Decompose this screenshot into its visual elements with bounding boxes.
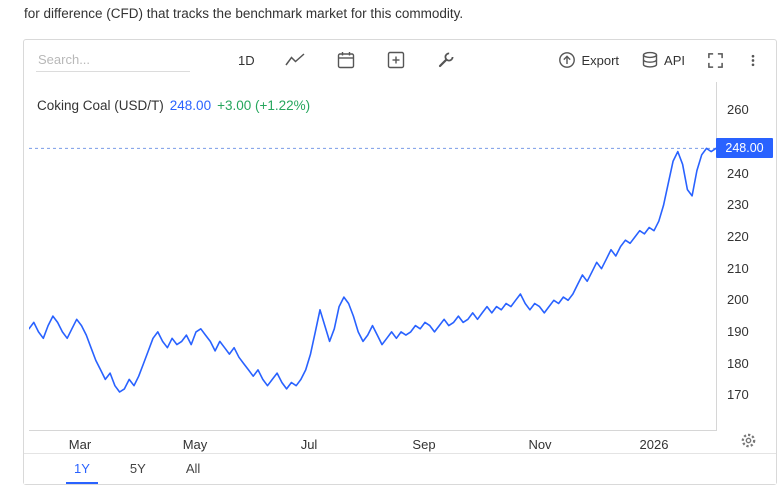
- gear-icon: [741, 433, 756, 448]
- x-axis-label: Nov: [528, 437, 552, 452]
- calendar-button[interactable]: [333, 49, 359, 71]
- interval-button[interactable]: 1D: [234, 51, 259, 70]
- more-options-button[interactable]: [742, 50, 764, 71]
- tools-button[interactable]: [433, 49, 459, 71]
- instrument-change: +3.00 (+1.22%): [217, 98, 311, 113]
- interval-label: 1D: [238, 52, 255, 68]
- add-panel-button[interactable]: [383, 49, 409, 71]
- x-axis-label: Jul: [300, 437, 318, 452]
- y-axis-label: 170: [727, 387, 749, 403]
- tab-5y[interactable]: 5Y: [129, 460, 146, 476]
- export-icon: [559, 52, 576, 68]
- line-chart-icon: [285, 53, 305, 66]
- current-price-tag: 248.00: [716, 138, 773, 159]
- tab-1y[interactable]: 1Y: [66, 454, 98, 484]
- instrument-price: 248.00: [169, 98, 212, 113]
- y-axis-label: 200: [727, 292, 749, 308]
- range-tabbar: 1Y 5Y All: [24, 453, 776, 484]
- database-icon: [642, 51, 658, 68]
- x-axis: Mar May Jul Sep Nov 2026: [29, 434, 716, 456]
- instrument-title: Coking Coal (USD/T): [37, 98, 164, 113]
- y-axis-label: 180: [727, 355, 749, 371]
- y-axis-label: 190: [727, 323, 749, 339]
- chart-widget: 1D: [23, 39, 777, 485]
- y-axis-label: 230: [727, 197, 749, 213]
- x-axis-label: May: [182, 437, 208, 452]
- toolbar-left-icons: [281, 49, 459, 71]
- calendar-icon: [337, 52, 354, 69]
- x-axis-label: Sep: [412, 437, 436, 452]
- y-axis-label: 210: [727, 260, 749, 276]
- chart-style-button[interactable]: [281, 50, 309, 70]
- search-input[interactable]: [36, 48, 190, 72]
- x-axis-label: 2026: [639, 437, 669, 452]
- price-chart-plot[interactable]: [29, 82, 717, 431]
- price-series-line: [29, 147, 716, 393]
- export-button[interactable]: Export: [554, 49, 623, 71]
- chart-toolbar: 1D: [24, 40, 776, 80]
- fullscreen-icon: [708, 52, 723, 68]
- api-label: API: [664, 52, 685, 68]
- chart-header: Coking Coal (USD/T) 248.00 +3.00 (+1.22%…: [37, 98, 310, 113]
- wrench-icon: [438, 52, 454, 68]
- y-axis-label: 240: [727, 165, 749, 181]
- tab-all[interactable]: All: [185, 460, 201, 476]
- price-series-svg: [29, 147, 716, 393]
- x-axis-label: Mar: [68, 437, 92, 452]
- kebab-menu-icon: [751, 54, 755, 66]
- chart-settings-button[interactable]: [738, 430, 759, 451]
- plus-icon: [387, 51, 404, 69]
- y-axis-label: 260: [727, 102, 749, 118]
- y-axis-label: 220: [727, 229, 749, 245]
- y-axis: 248.00 260 240 230 220 210 200 190 180 170: [716, 82, 776, 430]
- toolbar-right-icons: Export API: [554, 49, 764, 71]
- export-label: Export: [581, 52, 620, 68]
- fullscreen-button[interactable]: [703, 50, 728, 71]
- intro-text: for difference (CFD) that tracks the ben…: [24, 6, 464, 21]
- api-button[interactable]: API: [637, 49, 689, 71]
